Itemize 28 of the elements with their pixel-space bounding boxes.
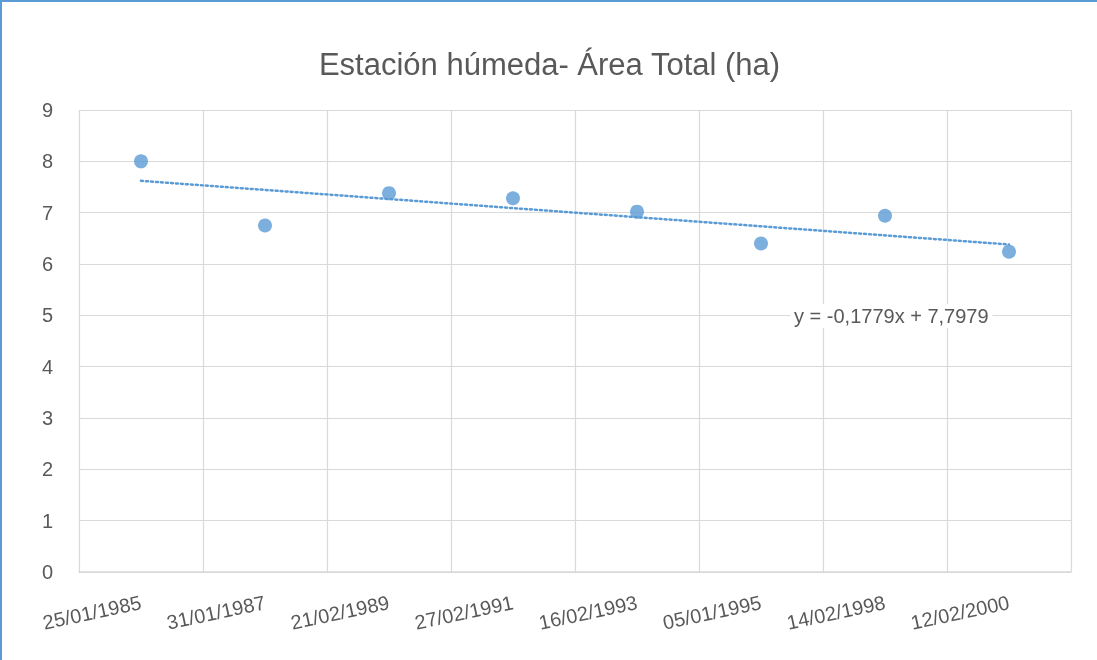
x-tick-label: 05/01/1995 [660, 591, 764, 634]
point [382, 186, 396, 201]
point [878, 208, 892, 223]
y-tick-label: 8 [41, 150, 53, 173]
y-tick-label: 4 [41, 355, 53, 378]
point [258, 218, 272, 233]
y-tick-label: 2 [41, 458, 53, 481]
chart-title: Estación húmeda- Área Total (ha) [318, 47, 781, 82]
point [506, 191, 520, 206]
point [1002, 244, 1016, 259]
x-tick-label: 14/02/1998 [784, 591, 888, 634]
point [754, 236, 768, 251]
x-tick-label: 25/01/1985 [40, 591, 144, 634]
y-tick-label: 6 [41, 253, 53, 275]
y-tick-label: 5 [41, 304, 53, 327]
point [134, 154, 148, 169]
annotation: y = -0,1779x + 7,7979 [794, 305, 989, 327]
y-tick-label: 0 [41, 561, 53, 583]
x-tick-label: 27/02/1991 [412, 591, 516, 634]
x-tick-label: 16/02/1993 [536, 591, 640, 634]
y-tick-label: 7 [41, 201, 53, 224]
x-tick-label: 31/01/1987 [164, 591, 268, 634]
point [630, 204, 644, 219]
y-tick-label: 3 [41, 407, 53, 429]
y-tick-label: 1 [41, 509, 53, 532]
y-tick-label: 9 [41, 99, 53, 121]
x-tick-label: 12/02/2000 [908, 591, 1012, 634]
x-tick-label: 21/02/1989 [288, 591, 392, 634]
